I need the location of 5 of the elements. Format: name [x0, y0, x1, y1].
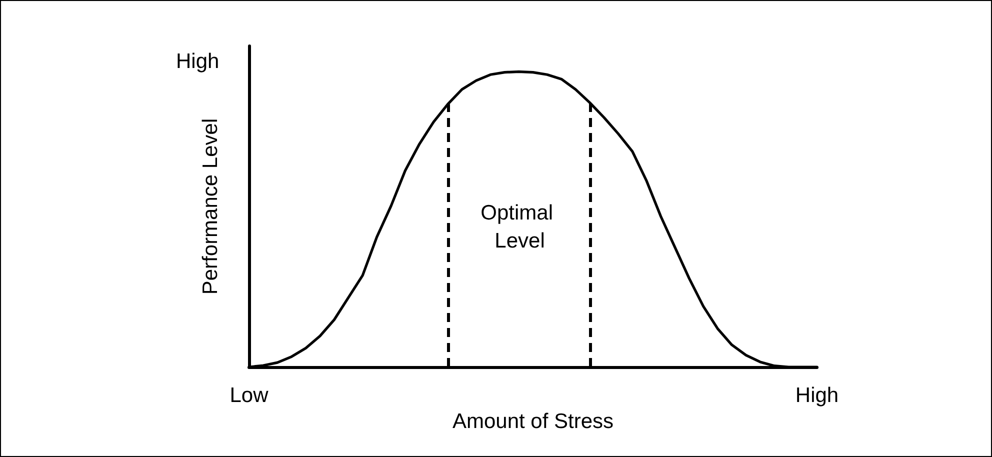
- text: High: [176, 50, 220, 73]
- annotation: Optimal Level: [480, 202, 559, 252]
- y-axis-title: Performance Level: [199, 118, 222, 295]
- x-axis-title: Amount of Stress: [452, 410, 614, 433]
- x-tick-label: Low: [230, 384, 270, 407]
